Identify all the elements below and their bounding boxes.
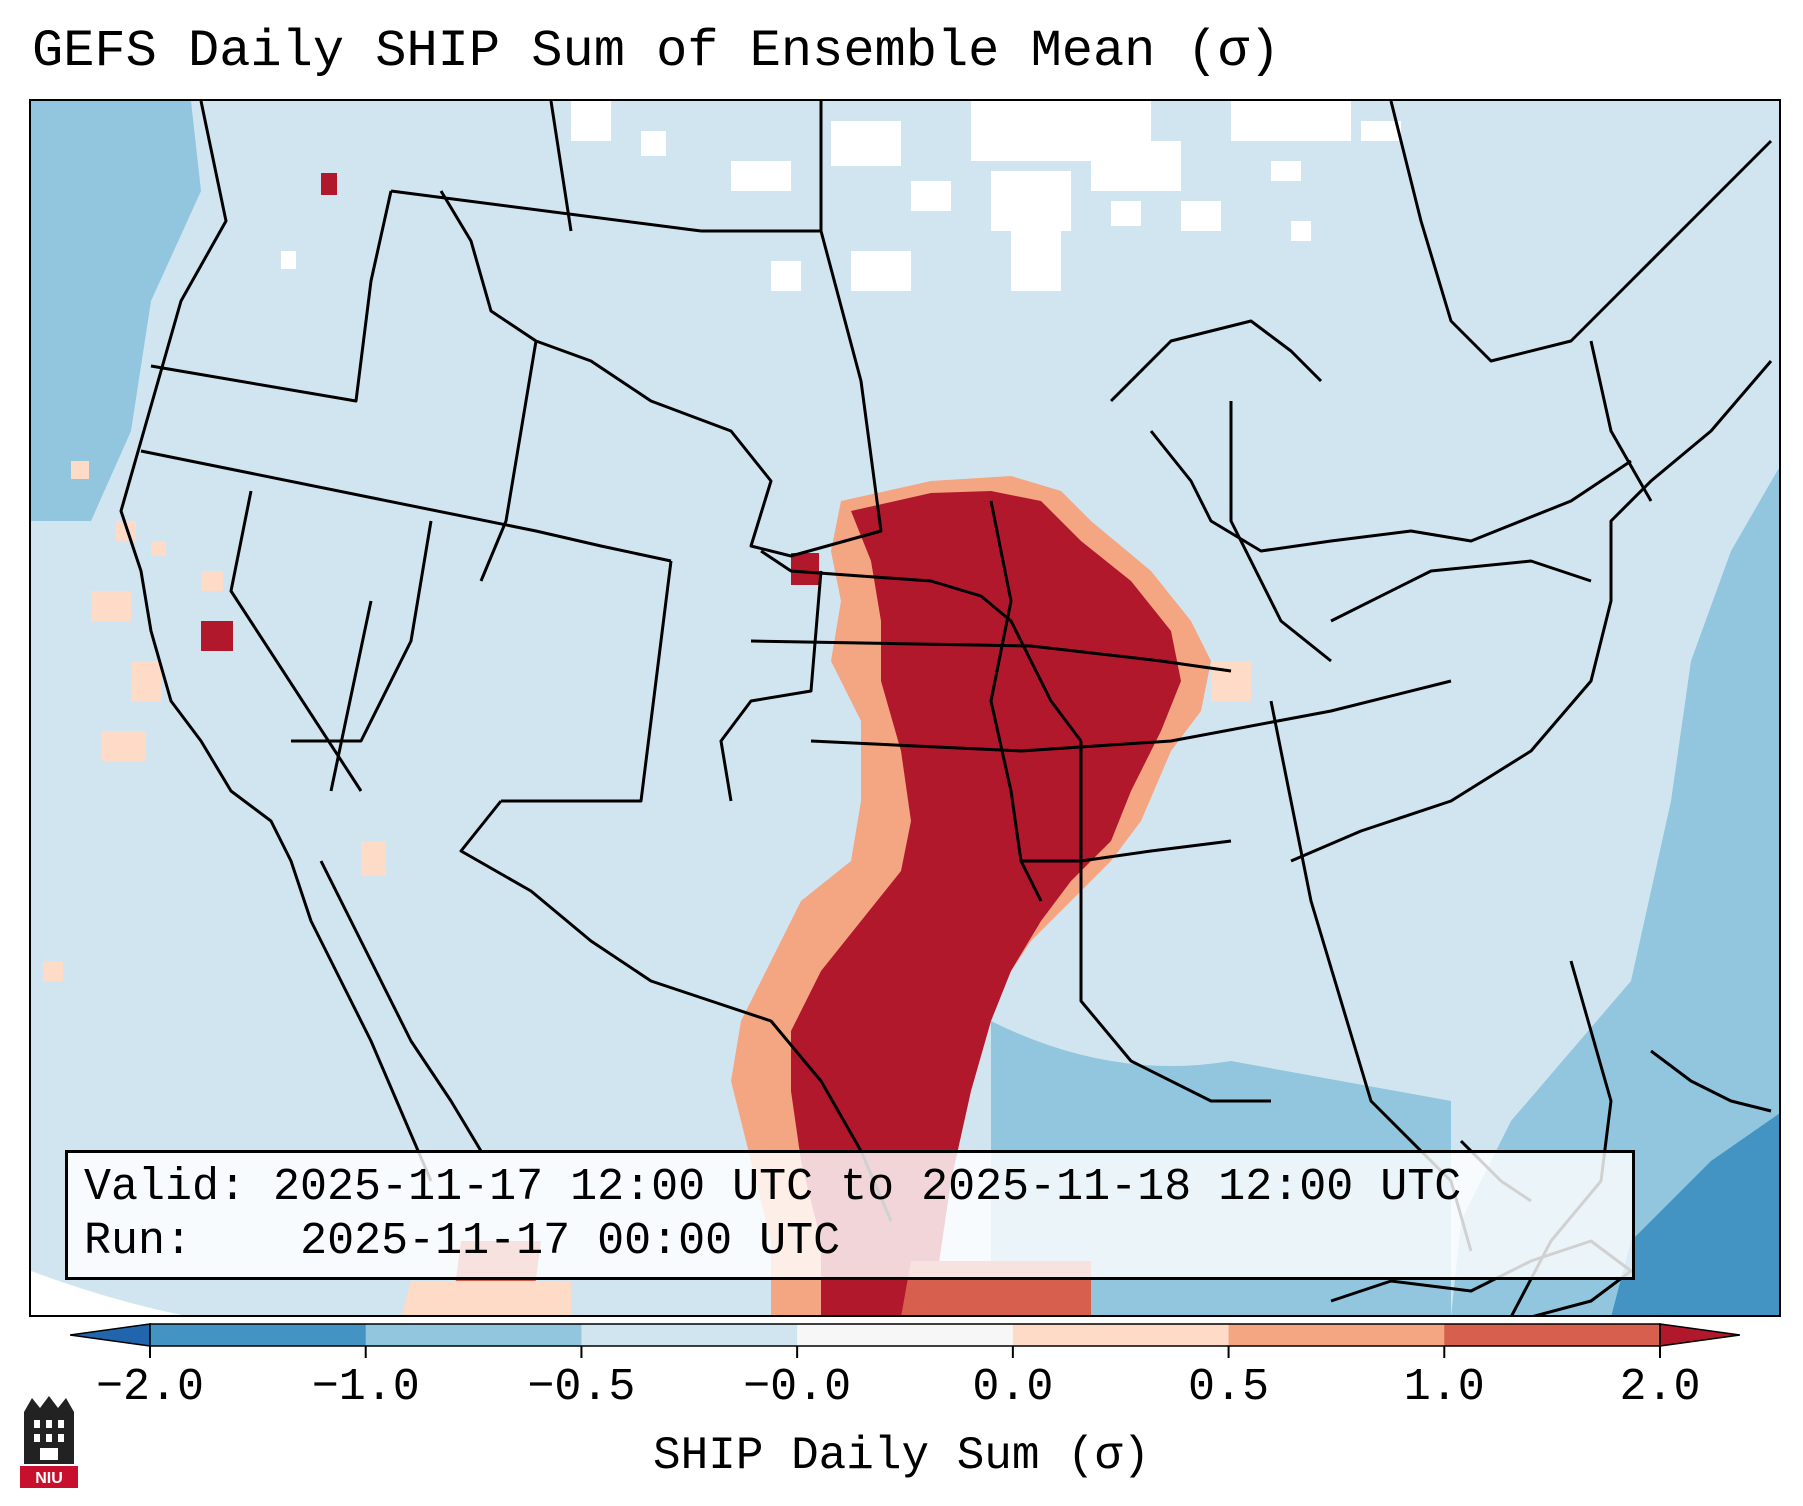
colorbar-segment xyxy=(365,1324,582,1346)
colorbar-under-extension xyxy=(70,1323,151,1347)
valid-value: 2025-11-17 12:00 UTC to 2025-11-18 12:00… xyxy=(273,1162,1462,1213)
anomaly-california-spot xyxy=(201,621,233,651)
colorbar-segment xyxy=(1012,1324,1230,1346)
atlantic-ocean-shade xyxy=(1451,467,1779,1315)
colorbar-tick-label: −0.5 xyxy=(527,1362,636,1413)
valid-label: Valid: xyxy=(84,1162,247,1213)
lower-left-white-corner xyxy=(31,1271,182,1315)
valid-row: Valid: 2025-11-17 12:00 UTC to 2025-11-1… xyxy=(84,1161,1632,1215)
run-row: Run: 2025-11-17 00:00 UTC xyxy=(84,1215,1632,1269)
colorbar-segment xyxy=(581,1324,798,1346)
colorbar-segment xyxy=(797,1324,1014,1346)
colorbar-tick-label: −2.0 xyxy=(95,1362,205,1413)
california-coast-light-speckles xyxy=(43,461,1251,981)
colorbar-segment xyxy=(1228,1324,1445,1346)
atlantic-deep-shade xyxy=(1611,1113,1779,1315)
colorbar xyxy=(70,1323,1740,1358)
logo-text: NIU xyxy=(35,1470,63,1487)
anomaly-kansas-spot xyxy=(791,553,819,585)
colorbar-tick-label: −1.0 xyxy=(311,1362,420,1413)
colorbar-segment xyxy=(150,1324,367,1346)
map-panel xyxy=(29,99,1781,1317)
anomaly-idaho-spot xyxy=(321,173,337,195)
colorbar-over-extension xyxy=(1659,1323,1740,1347)
state-and-country-borders xyxy=(119,101,1773,1315)
chart-title: GEFS Daily SHIP Sum of Ensemble Mean (σ) xyxy=(32,22,1281,81)
colorbar-tick-label: 0.5 xyxy=(1188,1362,1270,1413)
colorbar-tick-label: 1.0 xyxy=(1403,1362,1485,1413)
colorbar-label: SHIP Daily Sum (σ) xyxy=(653,1430,1150,1482)
validity-info-box: Valid: 2025-11-17 12:00 UTC to 2025-11-1… xyxy=(65,1150,1635,1280)
anomaly-baja-streak-light xyxy=(401,1281,571,1315)
colorbar-frame xyxy=(149,1323,1661,1347)
colorbar-tick-label: 0.0 xyxy=(972,1362,1054,1413)
colorbar-tick-label: −0.0 xyxy=(743,1362,852,1413)
run-value: 2025-11-17 00:00 UTC xyxy=(300,1216,841,1267)
colorbar-tick-label: 2.0 xyxy=(1619,1362,1701,1413)
run-label: Run: xyxy=(84,1216,193,1267)
pacific-ocean-shade xyxy=(31,101,201,521)
colorbar-segment xyxy=(1444,1324,1661,1346)
anomaly-map xyxy=(31,101,1779,1315)
anomaly-core-band xyxy=(791,491,1181,1315)
canada-no-data-speckles xyxy=(281,101,1401,291)
niu-castle-logo-icon: NIU xyxy=(20,1396,78,1488)
